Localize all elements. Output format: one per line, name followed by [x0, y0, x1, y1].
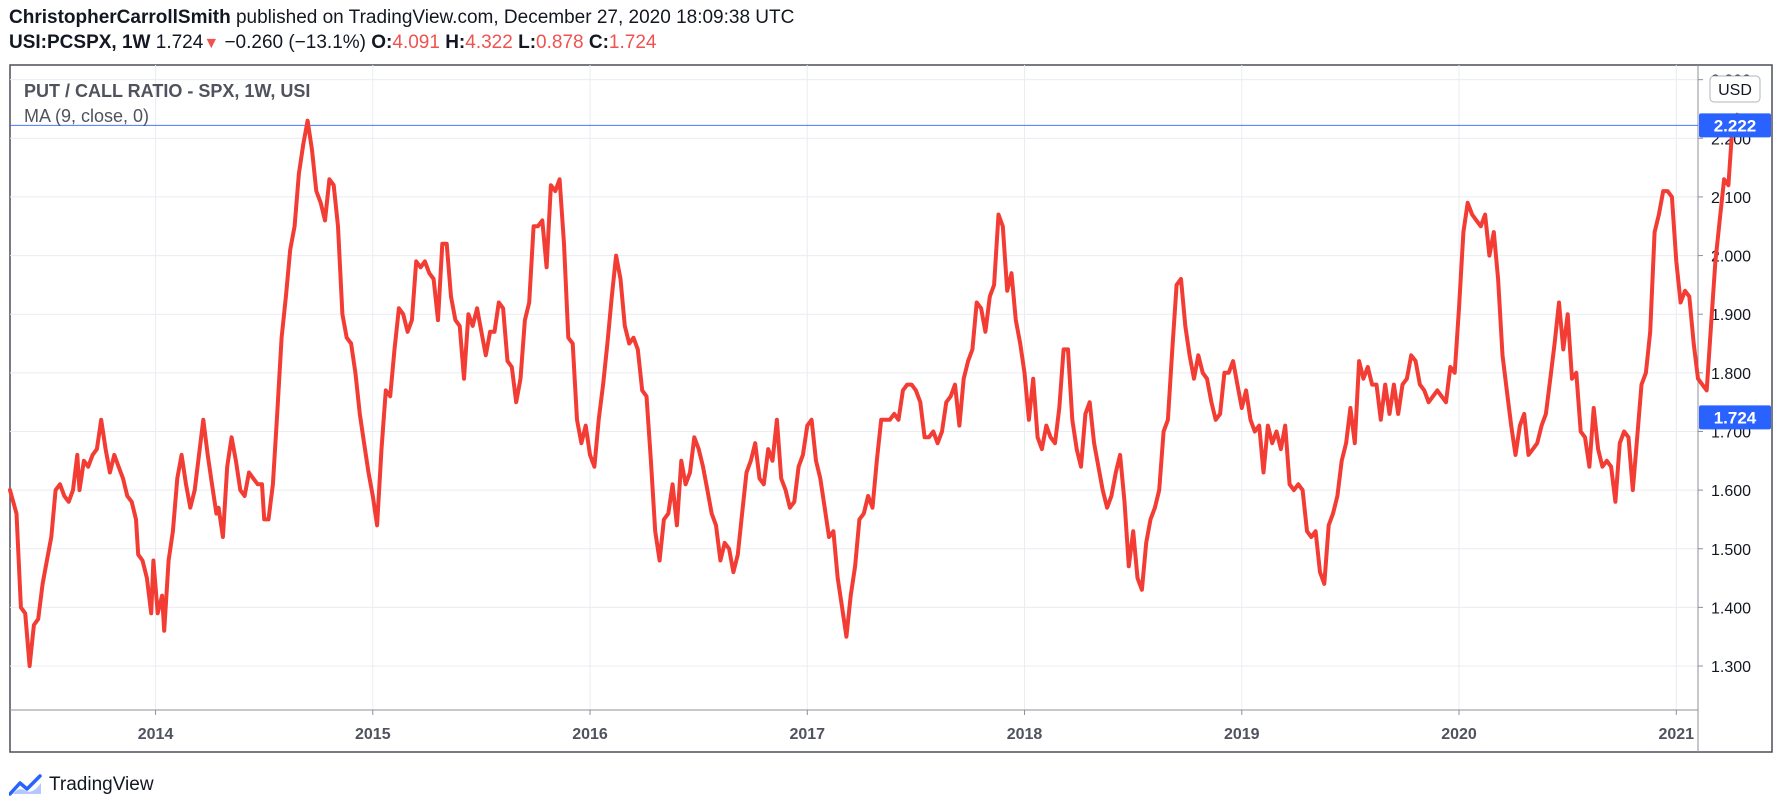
published-text: published on TradingView.com, December 2…: [235, 7, 795, 28]
open-value: 4.091: [392, 32, 440, 53]
currency-button[interactable]: USD: [1709, 75, 1761, 103]
open-label: O:: [371, 32, 393, 53]
y-tick-label: 1.400: [1711, 600, 1751, 617]
y-tick-label: 1.300: [1711, 659, 1751, 676]
x-tick-label: 2020: [1441, 726, 1477, 743]
high-value: 4.322: [465, 32, 513, 53]
low-label: L:: [518, 32, 537, 53]
x-tick-label: 2014: [138, 726, 174, 743]
y-tick-label: 1.500: [1711, 542, 1751, 559]
price-change: −0.260 (−13.1%): [224, 32, 366, 53]
footer-brand-label: TradingView: [49, 774, 154, 795]
author-name[interactable]: ChristopherCarrollSmith: [9, 7, 231, 28]
crosshair-value: 2.222: [1714, 116, 1757, 135]
tradingview-logo-icon: [9, 774, 42, 796]
y-tick-label: 1.600: [1711, 483, 1751, 500]
x-tick-label: 2016: [572, 726, 608, 743]
x-tick-label: 2017: [789, 726, 825, 743]
x-tick-label: 2019: [1224, 726, 1260, 743]
y-tick-label: 2.100: [1711, 190, 1751, 207]
x-tick-label: 2021: [1658, 726, 1694, 743]
time-axis[interactable]: 2014 2015 2016 2017 2018 2019 2020 2021: [138, 710, 1694, 743]
x-tick-label: 2018: [1007, 726, 1043, 743]
low-value: 0.878: [536, 32, 584, 53]
chart-title: PUT / CALL RATIO - SPX, 1W, USI: [24, 81, 310, 101]
x-tick-label: 2015: [355, 726, 391, 743]
y-tick-label: 2.000: [1711, 249, 1751, 266]
y-tick-label: 1.900: [1711, 307, 1751, 324]
last-value: 1.724: [1714, 408, 1757, 427]
high-label: H:: [445, 32, 466, 53]
crosshair-price-tag: 2.222: [1699, 113, 1771, 138]
indicator-legend[interactable]: MA (9, close, 0): [24, 106, 149, 126]
close-value: 1.724: [608, 32, 657, 53]
series-line: [8, 112, 1744, 668]
down-arrow-icon: ▼: [203, 35, 220, 52]
last-price-tag: 1.724: [1699, 405, 1771, 430]
header-line-2: USI:PCSPX, 1W 1.724▼ −0.260 (−13.1%) O:4…: [9, 32, 656, 54]
footer-brand[interactable]: TradingView: [9, 772, 154, 798]
y-tick-label: 1.800: [1711, 366, 1751, 383]
currency-label: USD: [1718, 82, 1752, 99]
header-line-1: ChristopherCarrollSmith published on Tra…: [9, 7, 794, 29]
symbol-label: USI:PCSPX, 1W: [9, 32, 151, 53]
close-label: C:: [588, 32, 609, 53]
chart-frame: [9, 64, 1773, 753]
last-price: 1.724: [155, 32, 204, 53]
